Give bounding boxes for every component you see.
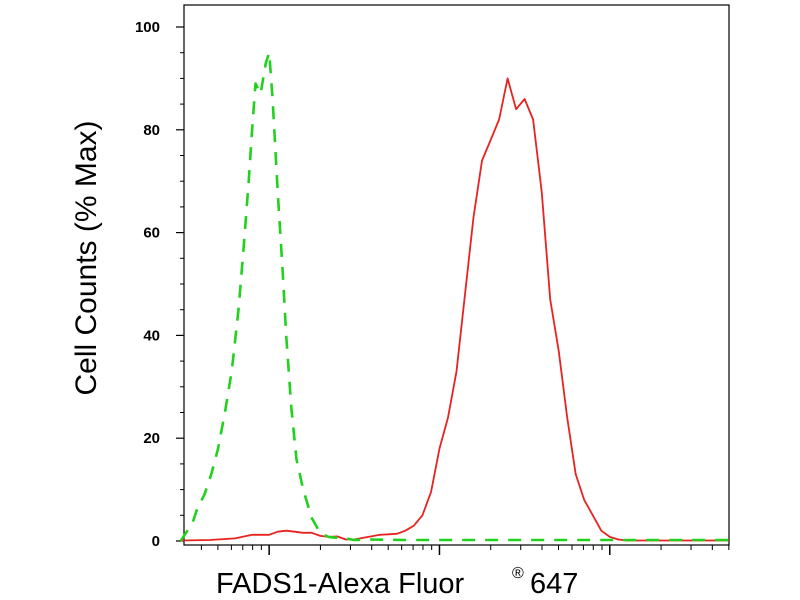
y-axis: 0 20 40 60 80 100: [135, 19, 184, 550]
y-tick-label: 40: [143, 327, 160, 344]
y-tick-label: 20: [143, 430, 160, 447]
registered-mark: ®: [512, 565, 524, 582]
series-line-0: [180, 77, 729, 542]
y-tick-label: 100: [135, 19, 160, 36]
x-axis-title-text: FADS1-Alexa Fluor: [216, 568, 465, 600]
y-tick-label: 80: [143, 122, 160, 139]
x-axis: [200, 545, 730, 555]
series-layer: [179, 51, 729, 542]
x-axis-title-suffix: 647: [530, 568, 578, 600]
y-tick-label: 60: [143, 225, 160, 242]
series-line-1: [179, 51, 729, 542]
x-axis-title: FADS1-Alexa Fluor ® 647: [216, 565, 578, 600]
y-tick-label: 0: [152, 533, 160, 550]
y-axis-title: Cell Counts (% Max): [70, 120, 103, 395]
plot-frame: [183, 4, 730, 546]
